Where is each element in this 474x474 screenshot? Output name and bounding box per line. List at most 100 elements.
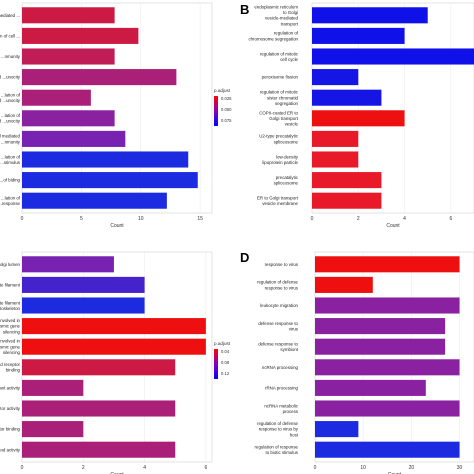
bar: [22, 110, 115, 127]
bar: [315, 421, 359, 438]
bar: [22, 297, 145, 314]
bar: [22, 69, 177, 86]
category-label: low-density lipoprotein particle: [262, 154, 298, 165]
bar: [312, 69, 359, 86]
bar: [315, 318, 446, 335]
color-legend: p.adjust 0.025 0.050 0.075: [214, 88, 232, 126]
category-label: ...lation of...ediated ...unocity: [0, 93, 21, 104]
category-label: Golgi lumen: [0, 262, 21, 267]
bar: [22, 379, 84, 396]
bar: [312, 192, 382, 209]
legend-title: p.adjust: [214, 88, 231, 93]
category-label: ncRNA metabolic process: [264, 403, 298, 414]
bar: [22, 48, 115, 65]
category-label: U2-type precatalytic spliceosome: [259, 134, 299, 145]
bar: [315, 441, 460, 458]
bar: [315, 256, 460, 273]
x-tick-label: 2: [82, 465, 85, 471]
bar: [312, 89, 382, 106]
bar: [22, 359, 176, 376]
category-label: ...ligand activity: [0, 447, 21, 452]
category-label: defense response to virus: [258, 321, 299, 332]
x-tick-label: 0: [314, 465, 317, 471]
category-label: ...mediated ...unocity: [0, 75, 21, 80]
category-label: ...lation of ...stimulus: [0, 154, 21, 165]
bar: [22, 256, 114, 273]
bar: [312, 27, 405, 44]
x-tick-label: 10: [360, 465, 366, 471]
bar: [312, 172, 382, 189]
category-label: regulation of chromosome segregation: [248, 31, 298, 42]
category-label: rRNA processing: [265, 386, 299, 391]
category-label: regulation of response to biotic stimulus: [255, 445, 299, 456]
category-label: ...l killer ...nmunity: [0, 54, 21, 59]
bar: [22, 421, 84, 438]
category-label: ...of biding: [0, 178, 21, 183]
x-tick-label: 10: [138, 216, 144, 222]
bar: [312, 110, 405, 127]
x-tick-label: 30: [457, 465, 463, 471]
x-axis-label: Count: [110, 223, 124, 229]
x-tick-label: 6: [204, 465, 207, 471]
bar: [22, 151, 189, 168]
category-label: COPII-coated ER to Golgi transport vesicle: [259, 110, 299, 126]
category-label: defense response to symbiont: [258, 342, 299, 353]
category-label: response to virus: [265, 262, 299, 267]
x-axis-label: Count: [388, 472, 402, 474]
x-tick-label: 5: [80, 216, 83, 222]
bar: [312, 151, 359, 168]
x-tick-label: 2: [357, 216, 360, 222]
x-axis-label: Count: [110, 472, 124, 474]
category-label: ...eceptor activity: [0, 406, 21, 411]
panel-letter: D: [240, 250, 249, 265]
legend-label: 0.075: [221, 118, 232, 123]
bar: [22, 400, 176, 417]
x-tick-label: 0: [311, 216, 314, 222]
panel-letter: B: [240, 2, 249, 17]
category-label: endoplasmic reticulum to Golgi vesicle-med…: [254, 5, 298, 27]
category-label: ER to Golgi transport vesicle membrane: [257, 196, 299, 207]
category-label: leukocyte migration: [260, 303, 298, 308]
legend-label: 0.025: [221, 96, 232, 101]
category-label: ...eceptor binding: [0, 427, 21, 432]
category-label: ncRNA processing: [262, 365, 299, 370]
x-tick-label: 0: [21, 465, 24, 471]
x-tick-label: 15: [197, 216, 203, 222]
bar: [22, 27, 139, 44]
bar: [315, 379, 426, 396]
category-label: regulation of defense response to virus b…: [257, 421, 299, 437]
legend-colorbar: [214, 349, 218, 379]
legend-label: 0.12: [221, 371, 230, 376]
bar: [22, 441, 176, 458]
category-label: precatalytic spliceosome: [274, 175, 299, 186]
legend-title: p.adjust: [214, 341, 231, 346]
x-tick-label: 20: [409, 465, 415, 471]
category-label: ...mediated ...: [0, 13, 20, 18]
bar: [312, 130, 359, 147]
bar: [22, 89, 91, 106]
category-label: ...binding involved in...cytoplasmic gen…: [0, 318, 21, 334]
category-label: regulation of mitotic cell cycle: [260, 51, 299, 62]
bar: [312, 48, 474, 65]
chart-panel-a: ...mediated ... ...on of cell ... ...l kil…: [0, 2, 232, 229]
x-tick-label: 4: [403, 216, 406, 222]
category-label: ...lation of ...response: [0, 196, 21, 207]
color-legend: p.adjust 0.04 0.08 0.12: [214, 341, 231, 379]
category-label: peroxisome fission: [262, 75, 299, 80]
bar: [315, 276, 373, 293]
category-label: ...binding involved in...cytoplasmic gen…: [0, 339, 21, 355]
category-label: regulation of mitotic sister chromatid seg…: [260, 90, 299, 106]
bar: [22, 318, 206, 335]
legend-label: 0.04: [221, 349, 230, 354]
legend-label: 0.08: [221, 360, 230, 365]
bar: [315, 400, 460, 417]
legend-colorbar: [214, 96, 218, 126]
bar: [22, 338, 206, 355]
x-axis-label: Count: [386, 223, 400, 229]
category-label: ...cell mediated...nmunity: [0, 134, 21, 145]
bar: [315, 297, 460, 314]
bar: [22, 192, 167, 209]
category-label: ...mediate filamentcytoskeleton: [0, 300, 21, 311]
bar: [22, 7, 115, 24]
